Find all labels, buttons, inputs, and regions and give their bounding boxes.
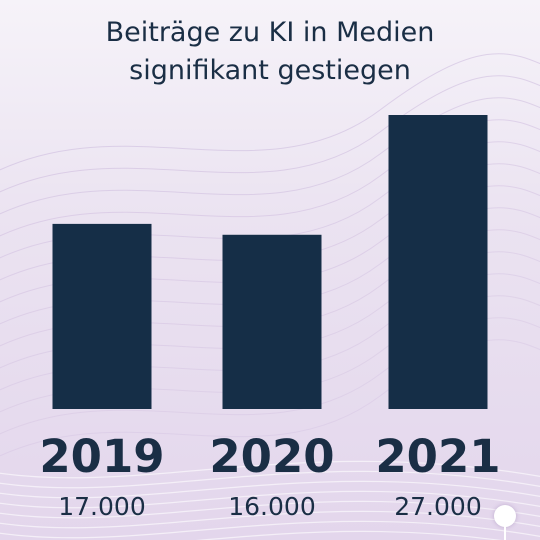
decorative-dot [494, 505, 516, 527]
category-label: 2021 [375, 430, 500, 483]
bar-2020 [222, 234, 322, 409]
chart-title-line-1: Beiträge zu KI in Medien [105, 17, 435, 48]
category-label: 2019 [39, 430, 164, 483]
wave-line [0, 317, 540, 435]
value-label: 27.000 [394, 492, 481, 521]
wave-line [0, 490, 540, 509]
wave-line [0, 119, 540, 237]
wave-line [195, 530, 503, 540]
chart-title: Beiträge zu KI in Medien signifikant ges… [0, 14, 540, 90]
bar-2019 [52, 223, 152, 409]
wave-line [0, 460, 540, 479]
chart-title-line-2: signifikant gestiegen [129, 55, 411, 86]
wave-line [0, 510, 540, 529]
value-label: 17.000 [58, 492, 145, 521]
wave-line [0, 53, 540, 171]
category-label: 2020 [209, 430, 334, 483]
bar-2021 [388, 115, 488, 409]
wave-line [0, 520, 540, 539]
value-label: 16.000 [228, 492, 315, 521]
wave-line [0, 75, 540, 193]
wave-line [0, 480, 540, 499]
wave-line [0, 470, 540, 489]
wave-line [0, 500, 540, 519]
wave-line [0, 97, 540, 215]
decorative-dot-stem [504, 526, 506, 540]
wave-line [0, 339, 540, 457]
